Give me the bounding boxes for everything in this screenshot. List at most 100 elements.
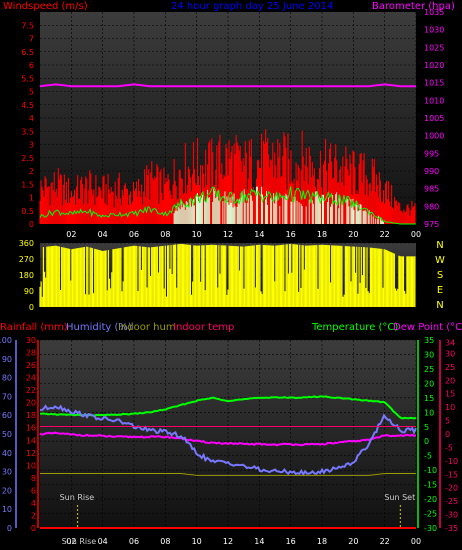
series-temperature-line [40, 395, 417, 420]
indoor-temp-label: Indoor temp [173, 322, 234, 333]
rainfall-tick-label: 30 [26, 336, 36, 345]
temperature-tick-label: -5 [424, 452, 432, 461]
barometer-tick-label: 980 [424, 202, 439, 211]
wind-x-tick-label: 02 [66, 230, 76, 239]
wind-barometer-panel: 00.511.522.533.544.555.566.577.5 9759809… [3, 1, 455, 239]
windspeed-tick-label: 3 [29, 141, 34, 150]
humidity-tick-label: 50 [2, 430, 12, 439]
windspeed-tick-label: 3.5 [21, 127, 34, 136]
barometer-tick-label: 985 [424, 185, 439, 194]
windspeed-tick-label: 1.5 [21, 180, 34, 189]
temp-axes: -30-25-20-15-10-505101520253035010203040… [0, 336, 458, 533]
barometer-tick-label: 1010 [424, 96, 444, 105]
humidity-tick-label: 60 [2, 411, 12, 420]
temperature-tick-label: 20 [424, 379, 434, 388]
direction-tick-label: 360 [19, 239, 34, 248]
temp-x-tick-label: 02 [66, 537, 76, 546]
humidity-tick-label: 0 [7, 524, 12, 533]
windspeed-tick-label: 5 [29, 88, 34, 97]
direction-tick-label: 90 [24, 287, 34, 296]
windspeed-tick-label: 6.5 [21, 48, 34, 57]
sun-set-label: Sun Set [384, 493, 415, 502]
indoor-temp-tick-label: 10 [445, 403, 455, 412]
temperature-tick-label: -10 [424, 466, 437, 475]
windspeed-tick-label: 0 [29, 220, 34, 229]
barometer-tick-label: 1025 [424, 43, 444, 52]
humidity-tick-label: 100 [0, 336, 12, 345]
indoor-temp-tick-label: 25 [445, 363, 455, 372]
compass-label: E [437, 285, 443, 296]
temperature-tick-label: 25 [424, 365, 434, 374]
wind-x-tick-label: 06 [129, 230, 139, 239]
temp-x-tick-label: 00 [411, 537, 421, 546]
windspeed-tick-label: 6 [29, 61, 34, 70]
windspeed-tick-label: 7.5 [21, 21, 34, 30]
indoor-temp-tick-label: 20 [445, 376, 455, 385]
indoor-temp-tick-label: -30 [445, 511, 458, 520]
rainfall-tick-label: 16 [26, 424, 36, 433]
indoor-temp-tick-label: -20 [445, 484, 458, 493]
humidity-tick-label: 40 [2, 449, 12, 458]
indoor-temp-tick-label: -25 [445, 497, 458, 506]
windspeed-axis: 0 0.5 1 1.5 2 2.5 3 3.5 4 4.5 5 5.5 6 6.5 7 7.5 [21, 21, 34, 229]
windspeed-tick-label: 4 [29, 114, 34, 123]
wind-x-tick-label: 14 [254, 230, 264, 239]
series-indoor-hum-line [40, 473, 416, 476]
rainfall-tick-label: 8 [31, 474, 36, 483]
barometer-tick-label: 990 [424, 167, 439, 176]
series-average-wind-line [39, 186, 416, 225]
dewpoint-axis-label: Dew Point (°C) [393, 322, 462, 333]
wind-x-tick-label: 00 [411, 230, 421, 239]
temp-x-tick-label: 22 [380, 537, 390, 546]
wind-x-tick-label: 08 [160, 230, 170, 239]
direction-tick-label: 0 [29, 303, 34, 312]
compass-label: N [436, 240, 443, 251]
windspeed-tick-label: 1 [29, 194, 34, 203]
temperature-humidity-panel: -30-25-20-15-10-505101520253035010203040… [0, 322, 462, 546]
direction-bars [39, 243, 416, 307]
humidity-tick-label: 20 [2, 486, 12, 495]
temp-x-tick-label: 16 [286, 537, 296, 546]
barometer-axis-label: Barometer (hpa) [372, 1, 455, 12]
rainfall-tick-label: 28 [26, 349, 36, 358]
rainfall-tick-label: 20 [26, 399, 36, 408]
windspeed-axis-label: Windspeed (m/s) [3, 1, 88, 12]
chart-title: 24 hour graph day 25 June 2014 [171, 1, 333, 12]
temperature-tick-label: 30 [424, 350, 434, 359]
compass-label: W [435, 255, 445, 266]
temp-x-axis: 02 04 06 08 10 12 14 16 18 20 22 00 [66, 537, 421, 546]
barometer-tick-label: 1015 [424, 79, 444, 88]
temp-lines [39, 395, 417, 529]
temp-x-tick-label: 04 [98, 537, 108, 546]
indoor-temp-tick-label: -10 [445, 457, 458, 466]
compass-label: S [437, 270, 443, 281]
temp-x-tick-label: 06 [129, 537, 139, 546]
series-humidity-line [39, 404, 417, 477]
wind-x-tick-label: 18 [317, 230, 327, 239]
temperature-tick-label: -15 [424, 481, 437, 490]
rainfall-tick-label: 14 [26, 436, 36, 445]
wind-x-tick-label: 12 [223, 230, 233, 239]
temp-x-tick-label: 08 [160, 537, 170, 546]
wind-x-axis: 02 04 06 08 10 12 14 16 18 20 22 00 [66, 230, 421, 239]
windspeed-tick-label: 7 [29, 35, 34, 44]
indoor-temp-tick-label: -15 [445, 470, 458, 479]
barometer-tick-label: 1035 [424, 8, 444, 17]
indoor-temp-tick-label: -5 [445, 443, 453, 452]
humidity-tick-label: 10 [2, 505, 12, 514]
rainfall-tick-label: 22 [26, 386, 36, 395]
windspeed-tick-label: 4.5 [21, 101, 34, 110]
humidity-tick-label: 70 [2, 392, 12, 401]
barometer-tick-label: 1020 [424, 61, 444, 70]
temperature-tick-label: 10 [424, 408, 434, 417]
humidity-tick-label: 90 [2, 355, 12, 364]
humidity-axis-label: Humidity (%) [66, 322, 132, 333]
indoor-temp-tick-label: -35 [445, 524, 458, 533]
direction-tick-label: 270 [19, 255, 34, 264]
rainfall-tick-label: 10 [26, 461, 36, 470]
temp-x-tick-label: 14 [254, 537, 264, 546]
rainfall-tick-label: 2 [31, 511, 36, 520]
temp-x-tick-label: 20 [348, 537, 358, 546]
